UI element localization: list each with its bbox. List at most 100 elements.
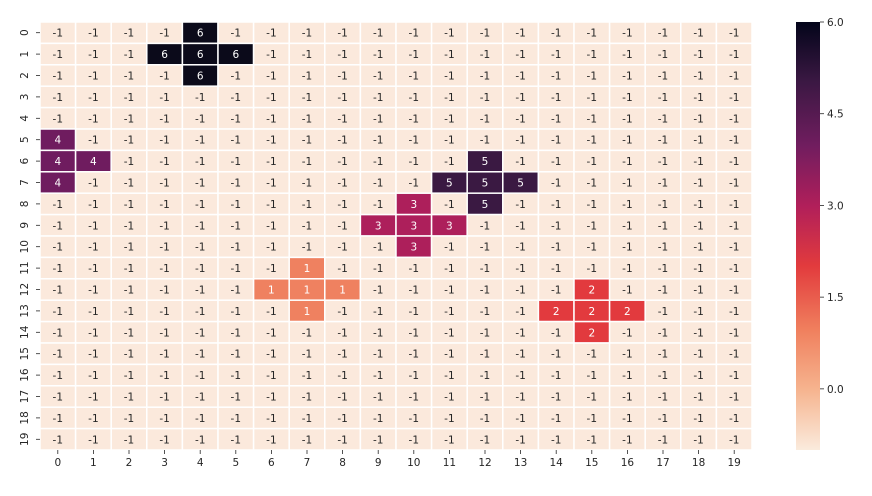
- heatmap-cell-label: -1: [53, 220, 63, 232]
- heatmap-cell-label: -1: [124, 49, 134, 61]
- y-tick-label: 10: [19, 240, 31, 253]
- heatmap-cell-labels: -1 -1 -1 -1 6 -1 -1 -1 -1 -1 -1 -1 -1 -1 -1 -1 -1 -1 -1 -1 -…: [53, 28, 740, 447]
- heatmap-cell-label: -1: [88, 392, 98, 404]
- heatmap-cell-label: 2: [624, 306, 631, 318]
- heatmap-cell-label: -1: [480, 49, 490, 61]
- heatmap-cell-label: -1: [658, 306, 668, 318]
- heatmap-cell-label: -1: [658, 349, 668, 361]
- heatmap-cell-label: -1: [266, 327, 276, 339]
- y-tick-label: 1: [19, 51, 31, 58]
- heatmap-cell-label: -1: [693, 92, 703, 104]
- heatmap-cell-label: -1: [551, 199, 561, 211]
- heatmap-cell-label: 1: [304, 285, 311, 297]
- heatmap-cell-label: -1: [409, 327, 419, 339]
- heatmap-cell-label: -1: [373, 285, 383, 297]
- heatmap-cell-label: -1: [231, 113, 241, 125]
- heatmap-cell-label: -1: [551, 370, 561, 382]
- heatmap-cell-label: -1: [658, 92, 668, 104]
- x-tick-label: 17: [656, 457, 669, 469]
- heatmap-cell-label: -1: [480, 113, 490, 125]
- heatmap-cell-label: -1: [587, 220, 597, 232]
- heatmap-cell-label: -1: [693, 370, 703, 382]
- heatmap-cell-label: -1: [409, 370, 419, 382]
- heatmap-cell-label: -1: [231, 285, 241, 297]
- heatmap-cell-label: -1: [195, 306, 205, 318]
- heatmap-cell-label: -1: [88, 28, 98, 40]
- heatmap-cell-label: -1: [231, 71, 241, 83]
- heatmap-cell-label: 3: [410, 220, 417, 232]
- heatmap-cell-label: -1: [373, 178, 383, 190]
- heatmap-cell-label: -1: [124, 71, 134, 83]
- heatmap-cell-label: -1: [124, 113, 134, 125]
- heatmap-cell-label: -1: [195, 263, 205, 275]
- heatmap-cell-label: -1: [373, 49, 383, 61]
- heatmap-cell-label: -1: [373, 113, 383, 125]
- heatmap-cell-label: -1: [444, 306, 454, 318]
- colorbar-tick-label: 6.0: [827, 17, 844, 29]
- heatmap-cell-label: -1: [159, 92, 169, 104]
- heatmap-cell-label: -1: [480, 370, 490, 382]
- heatmap-cell-label: -1: [444, 349, 454, 361]
- heatmap-cell-label: -1: [622, 199, 632, 211]
- heatmap-cell-label: -1: [373, 242, 383, 254]
- heatmap-cell-label: -1: [337, 263, 347, 275]
- heatmap-cell-label: -1: [337, 370, 347, 382]
- heatmap-cell-label: -1: [729, 28, 739, 40]
- heatmap-cell-label: -1: [195, 242, 205, 254]
- heatmap-cell-label: -1: [729, 199, 739, 211]
- heatmap-cell-label: -1: [195, 135, 205, 147]
- heatmap-cell-label: -1: [159, 370, 169, 382]
- heatmap-cell-label: -1: [622, 113, 632, 125]
- heatmap-cell-label: -1: [53, 113, 63, 125]
- heatmap-cells: [39, 21, 753, 451]
- heatmap-cell-label: -1: [409, 92, 419, 104]
- heatmap-cell-label: -1: [231, 242, 241, 254]
- heatmap-cell-label: -1: [622, 413, 632, 425]
- heatmap-cell-label: -1: [444, 92, 454, 104]
- heatmap-cell-label: -1: [231, 135, 241, 147]
- heatmap-cell-label: -1: [231, 370, 241, 382]
- heatmap-cell-label: 2: [588, 306, 595, 318]
- heatmap-cell-label: -1: [124, 199, 134, 211]
- heatmap-cell-label: -1: [159, 156, 169, 168]
- heatmap-cell-label: -1: [515, 242, 525, 254]
- heatmap-cell-label: -1: [409, 49, 419, 61]
- heatmap-cell-label: -1: [587, 28, 597, 40]
- heatmap-cell-label: -1: [53, 413, 63, 425]
- heatmap-cell-label: -1: [409, 263, 419, 275]
- heatmap-cell-label: -1: [729, 92, 739, 104]
- heatmap-cell-label: -1: [53, 92, 63, 104]
- heatmap-cell-label: -1: [231, 92, 241, 104]
- heatmap-cell-label: -1: [337, 156, 347, 168]
- heatmap-cell-label: -1: [587, 349, 597, 361]
- heatmap-cell-label: -1: [622, 178, 632, 190]
- heatmap-cell-label: -1: [53, 370, 63, 382]
- heatmap-cell-label: -1: [515, 92, 525, 104]
- heatmap-cell-label: -1: [337, 434, 347, 446]
- x-tick-label: 11: [443, 457, 456, 469]
- heatmap-cell-label: -1: [337, 28, 347, 40]
- heatmap-cell-label: -1: [515, 392, 525, 404]
- heatmap-cell-label: -1: [658, 413, 668, 425]
- heatmap-cell-label: -1: [124, 392, 134, 404]
- heatmap-cell-label: -1: [444, 113, 454, 125]
- heatmap-cell-label: -1: [124, 413, 134, 425]
- heatmap-cell-label: -1: [622, 156, 632, 168]
- y-tick-label: 4: [19, 115, 31, 122]
- heatmap-cell-label: -1: [480, 434, 490, 446]
- heatmap-cell-label: -1: [551, 178, 561, 190]
- heatmap-cell-label: -1: [302, 392, 312, 404]
- heatmap-cell-label: -1: [622, 349, 632, 361]
- heatmap-cell-label: -1: [302, 349, 312, 361]
- heatmap-cell-label: -1: [551, 285, 561, 297]
- heatmap-cell-label: -1: [266, 306, 276, 318]
- heatmap-cell-label: -1: [124, 220, 134, 232]
- heatmap-cell-label: 5: [517, 178, 524, 190]
- heatmap-cell-label: -1: [373, 392, 383, 404]
- heatmap-cell-label: 4: [54, 178, 61, 190]
- heatmap-cell-label: -1: [622, 92, 632, 104]
- heatmap-cell-label: 2: [588, 327, 595, 339]
- x-tick-label: 9: [375, 457, 382, 469]
- heatmap-cell-label: -1: [658, 263, 668, 275]
- heatmap-cell-label: -1: [444, 199, 454, 211]
